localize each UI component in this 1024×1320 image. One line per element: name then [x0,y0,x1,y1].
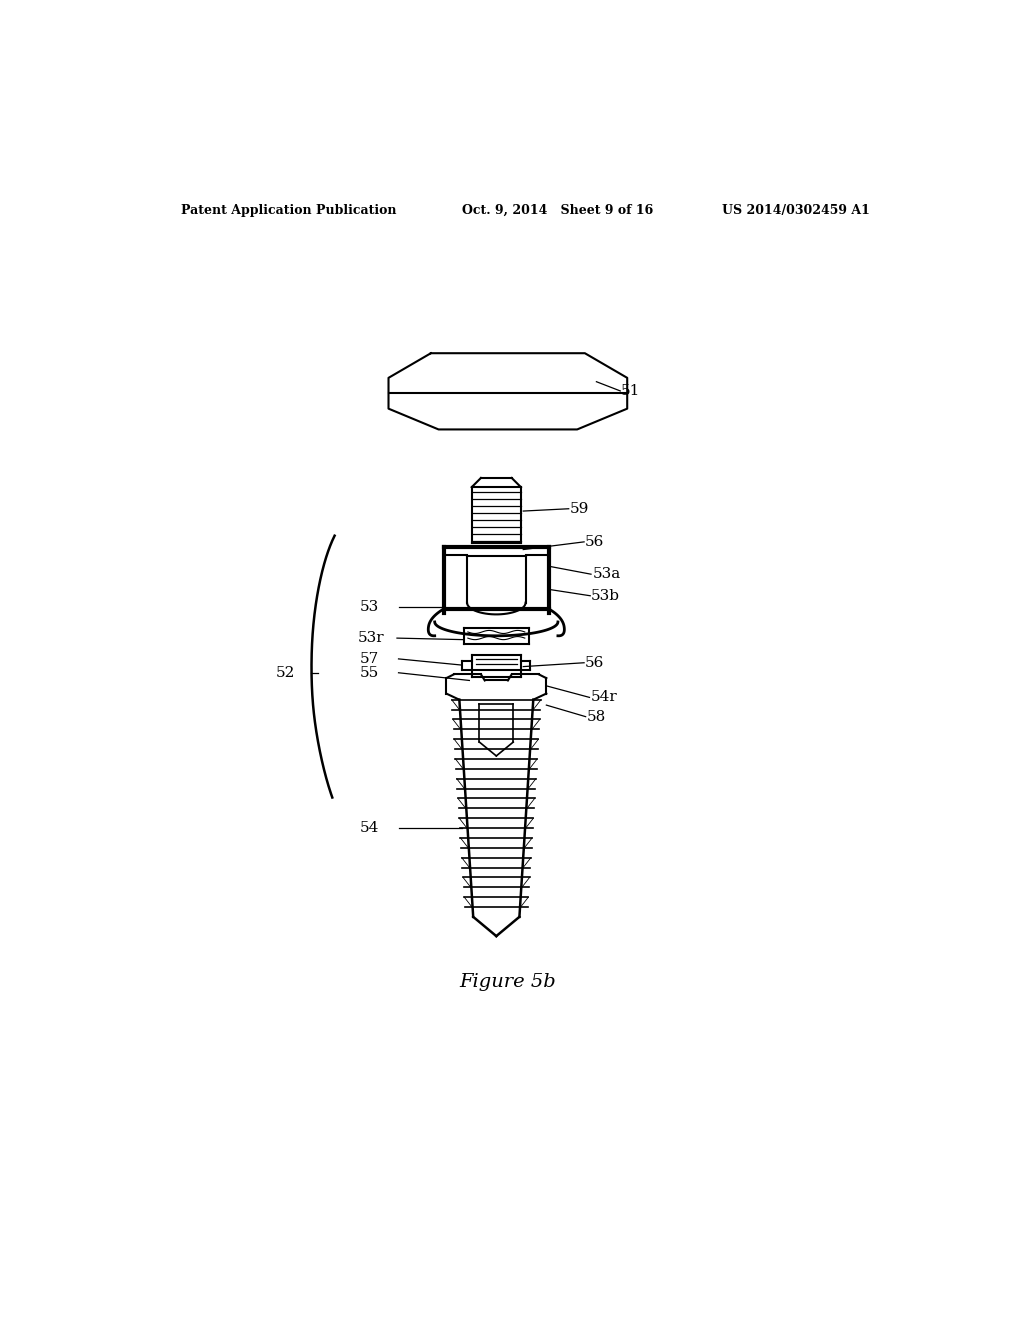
Text: 57: 57 [360,652,379,665]
Text: 59: 59 [569,502,589,516]
Text: 51: 51 [621,384,640,397]
Text: Figure 5b: Figure 5b [460,973,556,991]
Text: Patent Application Publication: Patent Application Publication [180,205,396,218]
Text: 53r: 53r [357,631,384,645]
Text: 56: 56 [585,656,604,669]
Text: 52: 52 [275,665,295,680]
Text: 53a: 53a [593,568,621,581]
Text: US 2014/0302459 A1: US 2014/0302459 A1 [722,205,869,218]
Text: 58: 58 [587,710,606,723]
Text: Oct. 9, 2014   Sheet 9 of 16: Oct. 9, 2014 Sheet 9 of 16 [462,205,653,218]
Text: 55: 55 [360,665,379,680]
Text: 53: 53 [360,599,379,614]
Text: 54: 54 [360,821,380,836]
Text: 53b: 53b [591,589,620,603]
Text: 56: 56 [585,535,604,549]
Text: 54r: 54r [591,690,617,705]
